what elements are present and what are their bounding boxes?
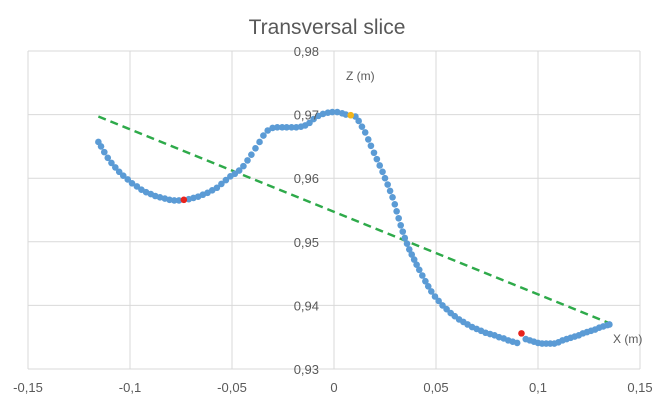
x-tick-label: 0,1: [529, 380, 547, 395]
highlight-point-orange: [347, 111, 355, 119]
data-point: [401, 234, 409, 242]
highlight-point-red: [518, 330, 525, 337]
y-tick-label: 0,93: [294, 362, 319, 377]
data-point: [358, 123, 366, 130]
data-point: [170, 197, 178, 204]
data-point: [422, 277, 429, 285]
data-point: [100, 148, 108, 156]
data-point: [399, 228, 407, 235]
data-point: [213, 184, 221, 192]
data-point: [104, 154, 112, 162]
data-point: [248, 151, 255, 158]
data-point: [376, 162, 383, 169]
data-point: [370, 149, 378, 157]
y-tick-label: 0,94: [294, 298, 319, 313]
y-tick-label: 0,95: [294, 235, 319, 250]
highlight-point-red: [180, 196, 188, 204]
data-point: [415, 266, 423, 274]
x-tick-label: -0,05: [217, 380, 247, 395]
data-point: [119, 172, 127, 179]
data-point: [395, 214, 402, 222]
tick-label-layer: -0,15 -0,1 -0,05 0 0,05 0,1 0,15 0,93 0,94 0,95 0,…: [13, 44, 652, 395]
data-point: [410, 256, 418, 263]
data-point: [379, 168, 386, 176]
data-point: [283, 124, 290, 131]
y-tick-label: 0,96: [294, 171, 319, 186]
data-point: [431, 293, 439, 300]
data-point: [397, 221, 405, 229]
y-tick-label: 0,97: [294, 108, 319, 123]
data-point: [124, 176, 132, 183]
x-tick-label: -0,1: [119, 380, 141, 395]
data-point: [384, 181, 391, 188]
data-point: [393, 207, 400, 215]
data-point: [606, 321, 613, 328]
data-point: [252, 145, 259, 152]
highlight-layer: [180, 111, 525, 337]
data-point: [264, 127, 272, 134]
data-point: [367, 142, 375, 150]
data-point: [355, 117, 362, 125]
data-point: [112, 164, 119, 171]
trend-layer: [97, 115, 610, 325]
data-point: [244, 157, 251, 164]
x-tick-label: 0: [330, 380, 337, 395]
data-point: [389, 193, 396, 201]
data-point: [256, 138, 263, 146]
y-axis-label: Z (m): [346, 69, 375, 83]
x-tick-label: 0,05: [423, 380, 448, 395]
data-point: [310, 115, 317, 123]
data-point: [108, 159, 115, 167]
data-point: [373, 155, 381, 163]
data-point: [218, 180, 225, 188]
data-point: [408, 251, 416, 258]
data-point: [435, 297, 442, 305]
grid-layer: [27, 50, 641, 370]
chart-title: Transversal slice: [249, 16, 406, 39]
data-point: [260, 132, 267, 139]
data-point: [222, 176, 230, 184]
x-tick-label: -0,15: [13, 380, 43, 395]
data-point: [405, 246, 413, 253]
data-point: [273, 124, 281, 131]
trend-line: [97, 115, 610, 325]
data-point: [364, 136, 372, 143]
data-point: [424, 283, 432, 290]
data-point: [361, 129, 369, 136]
data-point: [381, 174, 389, 182]
x-tick-label: 0,15: [627, 380, 652, 395]
data-point: [413, 261, 420, 268]
data-point: [386, 187, 394, 195]
data-point: [428, 288, 435, 295]
data-point: [97, 143, 105, 150]
data-point: [128, 179, 136, 187]
x-axis-label: X (m): [613, 332, 642, 346]
data-point: [240, 162, 247, 170]
points-layer: [95, 108, 613, 347]
data-point: [175, 197, 183, 204]
data-point: [403, 240, 411, 248]
data-point: [513, 339, 521, 347]
data-point: [288, 124, 295, 131]
data-point: [329, 108, 336, 116]
data-point: [342, 111, 350, 118]
y-tick-label: 0,98: [294, 44, 319, 59]
data-point: [419, 272, 426, 279]
data-point: [235, 167, 243, 174]
data-point: [391, 200, 399, 208]
